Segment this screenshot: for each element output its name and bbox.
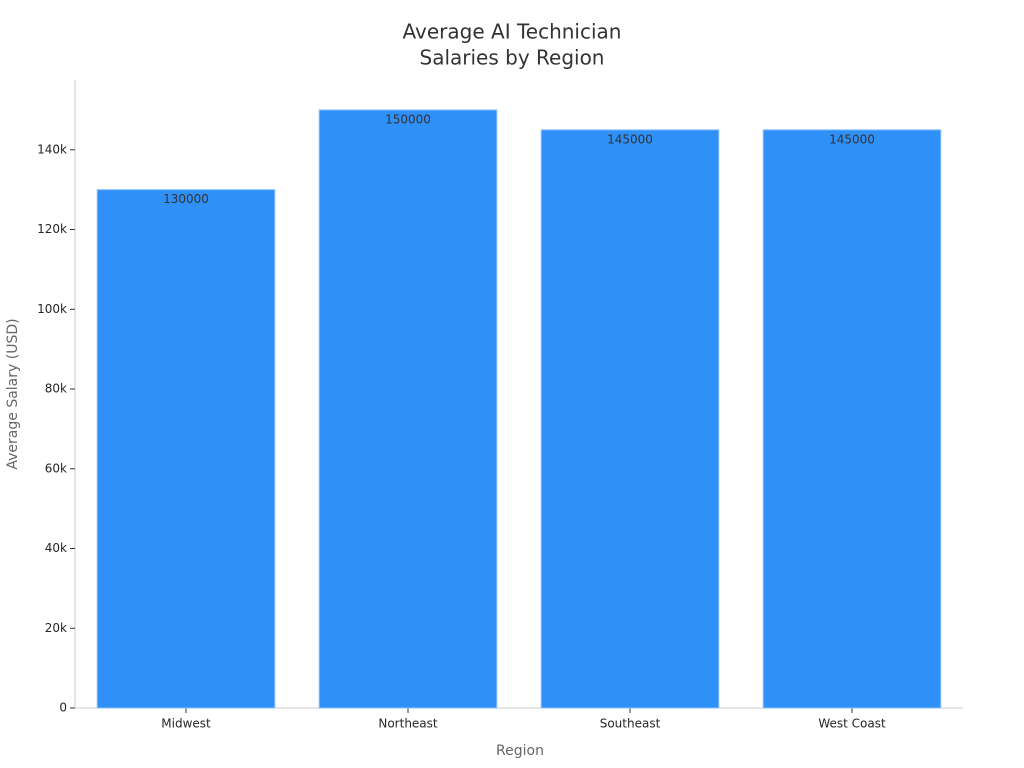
y-tick-label: 140k (37, 142, 67, 156)
bar (318, 109, 498, 709)
y-tick-label: 60k (45, 461, 67, 475)
x-tick-label: Midwest (161, 717, 211, 731)
bar (96, 189, 276, 709)
x-axis-title: Region (496, 743, 544, 759)
value-label: 150000 (385, 112, 431, 126)
y-tick-label: 120k (37, 222, 67, 236)
y-tick-label: 80k (45, 382, 67, 396)
y-tick-label: 20k (45, 621, 67, 635)
x-tick-label: Southeast (600, 717, 661, 731)
value-label: 130000 (163, 192, 209, 206)
y-axis-title: Average Salary (USD) (5, 318, 21, 469)
chart-title: Average AI Technician (403, 20, 622, 44)
y-tick-label: 100k (37, 302, 67, 316)
y-tick-label: 0 (59, 701, 67, 715)
value-label: 145000 (607, 132, 653, 146)
bar (540, 129, 720, 709)
chart-title: Salaries by Region (420, 46, 605, 70)
x-tick-label: Northeast (378, 717, 438, 731)
value-label: 145000 (829, 132, 875, 146)
bar (762, 129, 942, 709)
x-tick-label: West Coast (818, 717, 886, 731)
y-tick-label: 40k (45, 541, 67, 555)
